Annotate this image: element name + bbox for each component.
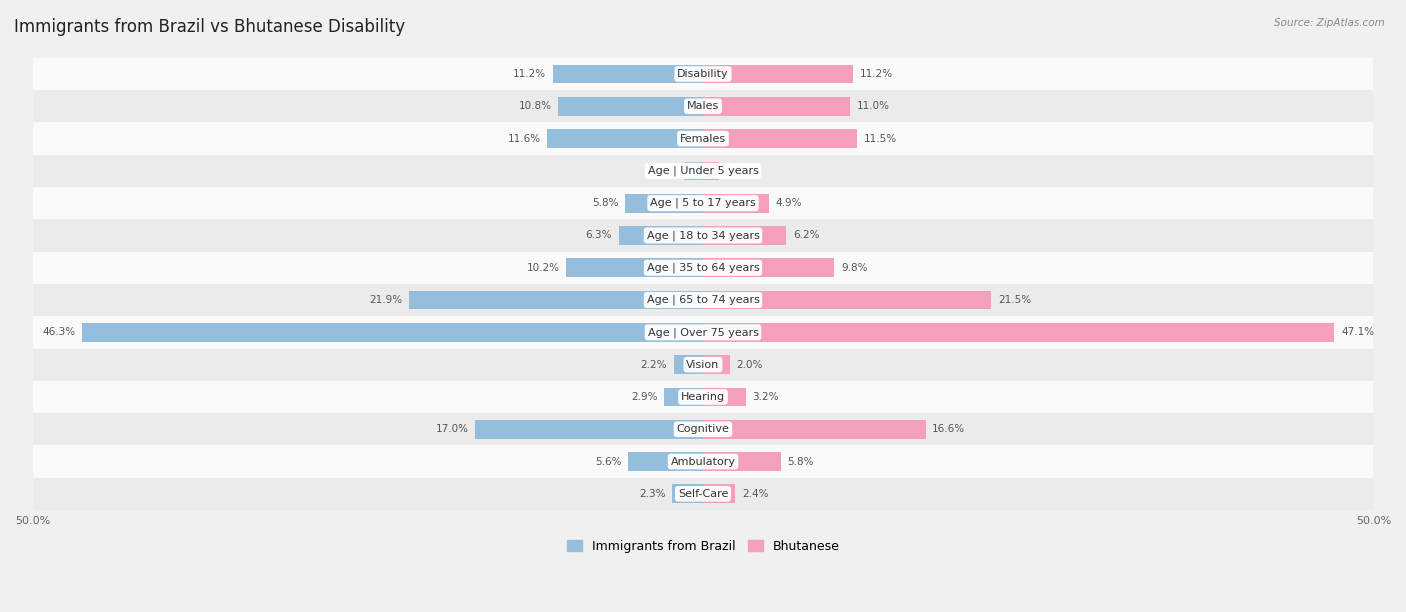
Bar [558, 97, 703, 116]
Bar [32, 58, 1374, 90]
Bar [703, 65, 853, 83]
Text: Males: Males [688, 101, 718, 111]
Text: 2.0%: 2.0% [737, 360, 763, 370]
Text: Immigrants from Brazil vs Bhutanese Disability: Immigrants from Brazil vs Bhutanese Disa… [14, 18, 405, 36]
Text: 4.9%: 4.9% [775, 198, 801, 208]
Bar [703, 485, 735, 503]
Bar [703, 194, 769, 212]
Bar [685, 162, 703, 181]
Bar [553, 65, 703, 83]
Bar [567, 258, 703, 277]
Bar [32, 252, 1374, 284]
Bar [703, 420, 925, 439]
Text: Vision: Vision [686, 360, 720, 370]
Text: 11.6%: 11.6% [508, 133, 541, 144]
Bar [32, 316, 1374, 348]
Legend: Immigrants from Brazil, Bhutanese: Immigrants from Brazil, Bhutanese [561, 535, 845, 558]
Bar [547, 129, 703, 148]
Bar [32, 155, 1374, 187]
Bar [475, 420, 703, 439]
Text: 2.9%: 2.9% [631, 392, 658, 402]
Bar [703, 452, 780, 471]
Text: 2.2%: 2.2% [640, 360, 666, 370]
Bar [32, 187, 1374, 219]
Text: 5.8%: 5.8% [592, 198, 619, 208]
Bar [703, 258, 834, 277]
Text: 2.4%: 2.4% [742, 489, 769, 499]
Text: 2.3%: 2.3% [638, 489, 665, 499]
Text: 21.9%: 21.9% [370, 295, 402, 305]
Bar [409, 291, 703, 310]
Bar [32, 446, 1374, 478]
Bar [703, 356, 730, 374]
Bar [32, 122, 1374, 155]
Text: 3.2%: 3.2% [752, 392, 779, 402]
Text: 1.4%: 1.4% [651, 166, 678, 176]
Bar [626, 194, 703, 212]
Bar [32, 284, 1374, 316]
Text: 11.5%: 11.5% [863, 133, 897, 144]
Bar [664, 387, 703, 406]
Bar [82, 323, 703, 341]
Text: 5.8%: 5.8% [787, 457, 814, 466]
Bar [32, 478, 1374, 510]
Text: Ambulatory: Ambulatory [671, 457, 735, 466]
Bar [32, 90, 1374, 122]
Text: 11.0%: 11.0% [858, 101, 890, 111]
Bar [703, 323, 1334, 341]
Text: 17.0%: 17.0% [436, 424, 468, 435]
Text: Age | 5 to 17 years: Age | 5 to 17 years [650, 198, 756, 209]
Text: 46.3%: 46.3% [42, 327, 76, 337]
Bar [703, 129, 858, 148]
Bar [32, 381, 1374, 413]
Text: 10.8%: 10.8% [519, 101, 551, 111]
Text: 9.8%: 9.8% [841, 263, 868, 273]
Bar [703, 291, 991, 310]
Text: Females: Females [681, 133, 725, 144]
Text: 16.6%: 16.6% [932, 424, 966, 435]
Bar [32, 348, 1374, 381]
Bar [32, 413, 1374, 446]
Text: Disability: Disability [678, 69, 728, 79]
Bar [672, 485, 703, 503]
Bar [619, 226, 703, 245]
Text: Self-Care: Self-Care [678, 489, 728, 499]
Text: Age | Over 75 years: Age | Over 75 years [648, 327, 758, 338]
Bar [703, 226, 786, 245]
Text: Age | 18 to 34 years: Age | 18 to 34 years [647, 230, 759, 241]
Bar [703, 97, 851, 116]
Text: 10.2%: 10.2% [526, 263, 560, 273]
Text: 1.2%: 1.2% [725, 166, 752, 176]
Bar [703, 162, 718, 181]
Bar [673, 356, 703, 374]
Text: Age | 35 to 64 years: Age | 35 to 64 years [647, 263, 759, 273]
Text: Source: ZipAtlas.com: Source: ZipAtlas.com [1274, 18, 1385, 28]
Text: 5.6%: 5.6% [595, 457, 621, 466]
Text: 6.3%: 6.3% [585, 231, 612, 241]
Bar [32, 219, 1374, 252]
Bar [628, 452, 703, 471]
Bar [703, 387, 747, 406]
Text: Hearing: Hearing [681, 392, 725, 402]
Text: 11.2%: 11.2% [860, 69, 893, 79]
Text: Age | Under 5 years: Age | Under 5 years [648, 166, 758, 176]
Text: 6.2%: 6.2% [793, 231, 820, 241]
Text: 11.2%: 11.2% [513, 69, 546, 79]
Text: 47.1%: 47.1% [1341, 327, 1374, 337]
Text: Age | 65 to 74 years: Age | 65 to 74 years [647, 295, 759, 305]
Text: 21.5%: 21.5% [998, 295, 1031, 305]
Text: Cognitive: Cognitive [676, 424, 730, 435]
